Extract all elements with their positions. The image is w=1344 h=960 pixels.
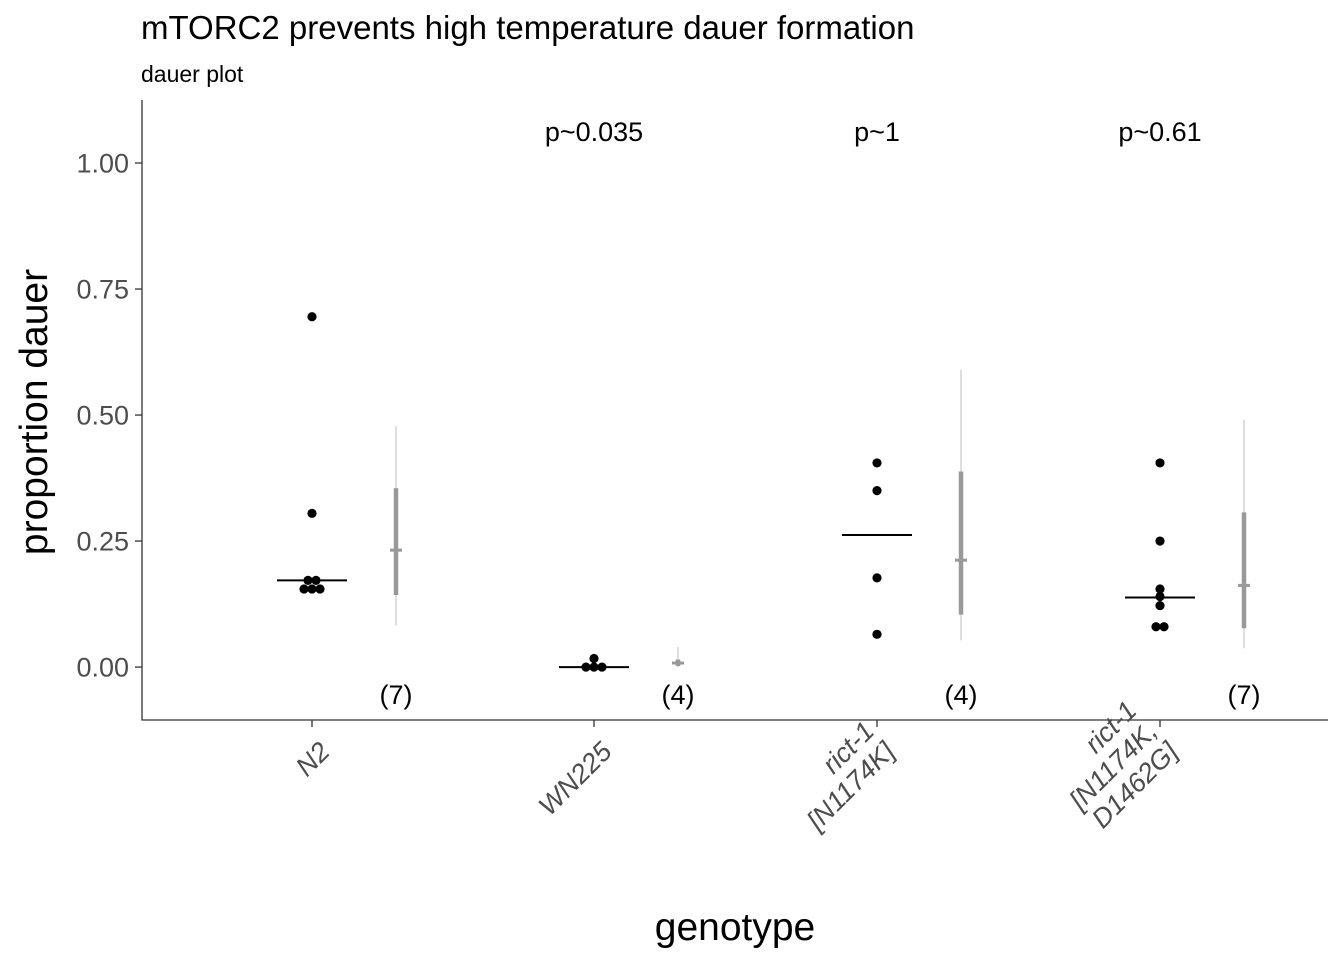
y-tick-label: 1.00	[76, 149, 129, 179]
p-value-label: p~0.61	[1118, 117, 1201, 147]
p-value-label: p~0.035	[545, 117, 643, 147]
y-tick-label: 0.25	[76, 527, 129, 557]
data-point	[307, 312, 317, 322]
data-point	[597, 662, 607, 672]
data-point	[315, 584, 325, 594]
x-tick-label: WN225	[533, 736, 619, 822]
data-point	[299, 584, 309, 594]
x-tick-label-line: N2	[290, 736, 336, 782]
y-tick-label: 0.00	[76, 653, 129, 683]
x-tick-label: rict-1[N1174K]	[780, 715, 902, 837]
sample-size-label: (4)	[662, 680, 695, 710]
data-point	[1155, 584, 1165, 594]
data-point	[581, 662, 591, 672]
y-tick-label: 0.75	[76, 275, 129, 305]
data-point	[1155, 458, 1165, 468]
data-point	[1155, 600, 1165, 611]
data-point	[307, 508, 317, 518]
x-tick-label: N2	[290, 736, 336, 782]
data-point	[1159, 622, 1169, 632]
data-point	[589, 662, 599, 672]
p-value-label: p~1	[854, 117, 900, 147]
data-point	[1155, 536, 1165, 546]
sample-size-label: (7)	[1228, 680, 1261, 710]
data-point	[307, 584, 317, 594]
data-point	[1155, 591, 1165, 602]
x-tick-label-line: WN225	[533, 736, 619, 822]
x-tick-label: rict-1[N1174K,D1462G]	[1042, 694, 1184, 836]
y-tick-label: 0.50	[76, 401, 129, 431]
data-point	[872, 486, 882, 496]
data-point	[303, 575, 313, 585]
sample-size-label: (4)	[945, 680, 978, 710]
data-point	[872, 458, 882, 468]
chart-title: mTORC2 prevents high temperature dauer f…	[141, 9, 914, 46]
chart-subtitle: dauer plot	[141, 61, 244, 87]
plot-area: 0.00 0.25 0.50 0.75 1.00 N2 (7) WN225 (4) p~0.035…	[76, 100, 1328, 836]
sample-size-label: (7)	[380, 680, 413, 710]
x-axis-title: genotype	[655, 906, 815, 949]
data-point	[1151, 622, 1161, 632]
y-axis-title: proportion dauer	[13, 269, 56, 555]
data-point	[311, 575, 321, 585]
data-point	[872, 629, 882, 639]
data-point	[589, 653, 599, 664]
data-point	[872, 573, 882, 583]
